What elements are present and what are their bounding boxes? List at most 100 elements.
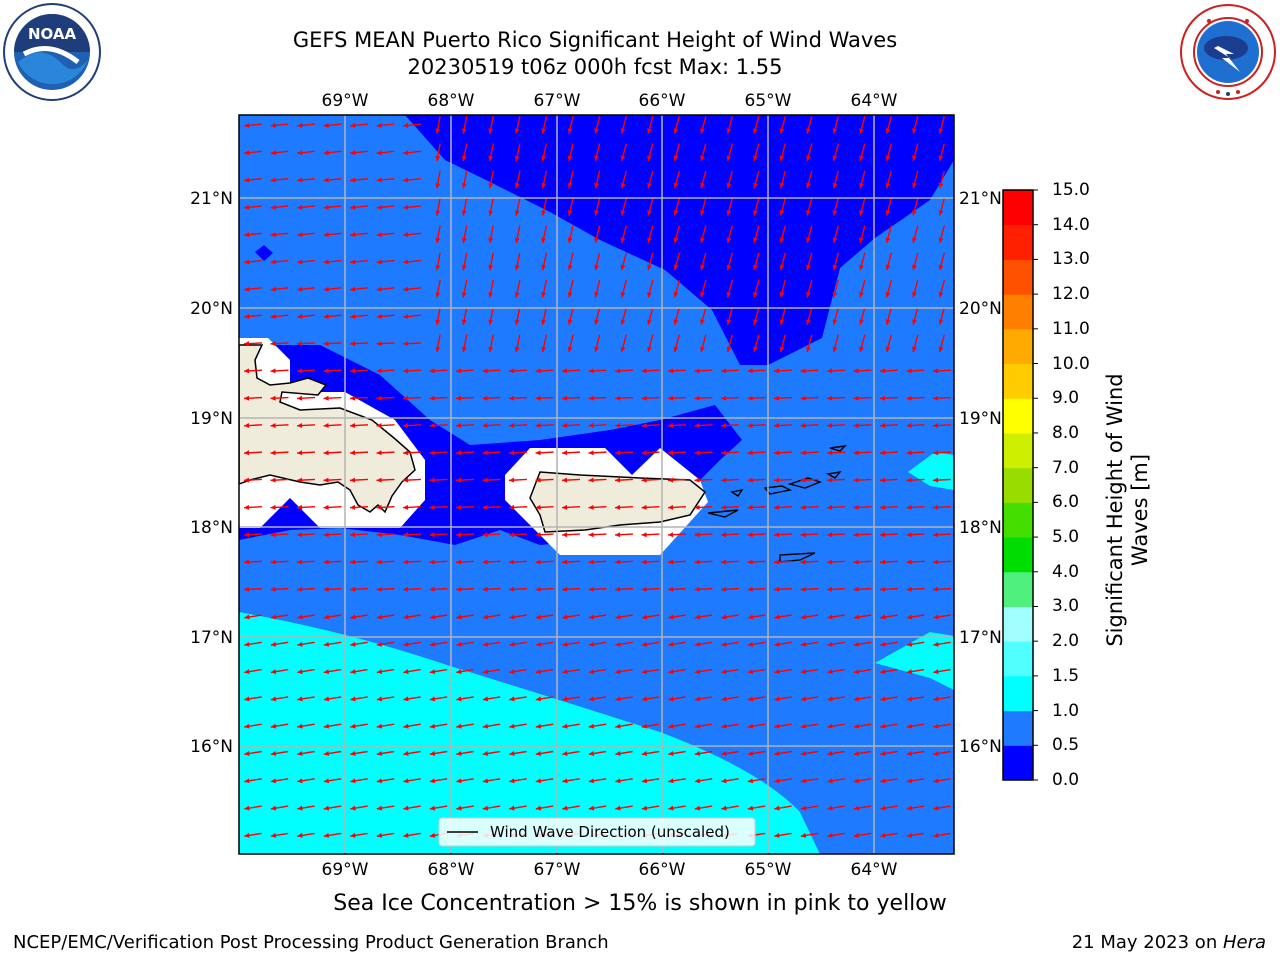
wind-wave-arrowhead xyxy=(350,450,356,456)
wind-wave-arrowhead xyxy=(244,341,250,347)
wind-wave-arrowhead xyxy=(641,778,648,784)
wind-wave-arrowhead xyxy=(514,155,520,162)
wind-wave-arrowhead xyxy=(774,778,780,784)
wind-wave-arrowhead xyxy=(541,292,547,298)
wind-wave-arrowhead xyxy=(827,641,833,647)
wind-wave-arrowhead xyxy=(350,586,356,592)
wind-wave-arrowhead xyxy=(933,586,939,592)
wind-wave-arrowhead xyxy=(482,450,488,456)
wind-wave-arrowhead xyxy=(403,232,409,238)
wind-wave-arrowhead xyxy=(594,237,599,243)
wind-wave-arrowhead xyxy=(615,778,621,784)
wind-wave-arrowhead xyxy=(535,395,541,401)
wind-wave-arrowhead xyxy=(244,832,250,838)
wind-wave-arrowhead xyxy=(641,477,647,483)
wind-wave-arrowhead xyxy=(594,346,599,353)
wind-wave-arrowhead xyxy=(323,259,329,265)
wind-wave-arrowhead xyxy=(747,751,754,756)
wind-wave-arrowhead xyxy=(403,286,409,292)
wind-wave-arrowhead xyxy=(297,477,303,483)
wind-wave-arrowhead xyxy=(244,259,250,265)
chart-title: GEFS MEAN Puerto Rico Significant Height… xyxy=(292,28,898,52)
wind-wave-arrowhead xyxy=(588,669,595,675)
noaa-logo: NOAA xyxy=(3,3,101,101)
wind-wave-arrowhead xyxy=(906,477,912,483)
wind-wave-arrowhead xyxy=(673,319,679,325)
wind-wave-arrowhead xyxy=(350,286,356,292)
wind-wave-arrowhead xyxy=(535,586,541,592)
wind-wave-arrowhead xyxy=(933,477,939,483)
wind-wave-arrowhead xyxy=(541,210,547,216)
wind-wave-arrowhead xyxy=(906,751,913,756)
wind-wave-arrowhead xyxy=(323,450,329,456)
wind-wave-arrowhead xyxy=(938,319,944,325)
wind-wave-arrowhead xyxy=(323,477,329,483)
wind-wave-arrowhead xyxy=(774,423,780,429)
wind-wave-arrowhead xyxy=(615,423,621,429)
wind-wave-arrowhead xyxy=(403,723,409,729)
wind-wave-arrowhead xyxy=(270,286,276,292)
wind-wave-arrowhead xyxy=(938,182,944,189)
wind-wave-arrowhead xyxy=(270,177,276,183)
wind-wave-arrowhead xyxy=(906,723,913,729)
wind-wave-arrowhead xyxy=(562,723,568,729)
wind-wave-arrowhead xyxy=(641,641,648,647)
wind-wave-arrowhead xyxy=(456,450,462,456)
colorbar-segment xyxy=(1003,710,1033,746)
wind-wave-arrowhead xyxy=(800,504,806,510)
wind-wave-arrowhead xyxy=(721,778,727,784)
wind-wave-arrowhead xyxy=(779,319,785,325)
wind-wave-arrowhead xyxy=(270,259,276,265)
wind-wave-arrowhead xyxy=(774,395,780,401)
wind-wave-arrowhead xyxy=(880,696,886,702)
wind-wave-arrowhead xyxy=(297,559,303,565)
wind-wave-arrowhead xyxy=(509,395,515,401)
wind-wave-arrowhead xyxy=(350,751,356,756)
wind-wave-arrowhead xyxy=(323,204,329,210)
wind-wave-arrowhead xyxy=(774,723,780,729)
wind-wave-arrowhead xyxy=(435,319,441,325)
wind-wave-arrowhead xyxy=(429,669,436,675)
wind-wave-arrowhead xyxy=(244,696,250,702)
wind-wave-arrowhead xyxy=(747,395,753,401)
wind-wave-arrowhead xyxy=(514,210,520,216)
wind-wave-arrowhead xyxy=(297,778,303,784)
lat-tick-left: 18°N xyxy=(190,518,233,538)
wind-wave-arrowhead xyxy=(509,368,515,374)
wind-wave-arrowhead xyxy=(270,669,277,675)
map-legend: Wind Wave Direction (unscaled) xyxy=(438,817,756,847)
wind-wave-arrowhead xyxy=(297,423,303,429)
wind-wave-arrowhead xyxy=(673,182,679,189)
wind-wave-arrowhead xyxy=(721,669,727,675)
wind-wave-arrowhead xyxy=(244,751,250,756)
wind-wave-arrowhead xyxy=(933,559,939,565)
wind-wave-arrowhead xyxy=(244,150,250,156)
wind-wave-arrowhead xyxy=(620,155,626,161)
wind-wave-arrowhead xyxy=(647,237,652,243)
wind-wave-arrowhead xyxy=(933,832,939,838)
wind-wave-arrowhead xyxy=(535,423,541,429)
wind-wave-arrowhead xyxy=(509,641,515,647)
wind-wave-arrowhead xyxy=(376,641,383,647)
wind-wave-arrowhead xyxy=(853,450,859,456)
wind-wave-arrowhead xyxy=(779,182,785,189)
wind-wave-arrowhead xyxy=(429,423,435,429)
wind-wave-arrowhead xyxy=(700,264,705,271)
wind-wave-arrowhead xyxy=(832,264,838,271)
wind-wave-arrowhead xyxy=(482,559,488,565)
wind-wave-arrowhead xyxy=(933,423,939,429)
wind-wave-arrowhead xyxy=(567,292,573,298)
wind-wave-arrowhead xyxy=(753,292,758,298)
wind-wave-arrowhead xyxy=(620,210,626,216)
wind-wave-arrowhead xyxy=(567,210,573,216)
wind-wave-arrowhead xyxy=(270,723,277,729)
wind-wave-arrowhead xyxy=(488,183,494,189)
wind-wave-arrowhead xyxy=(853,504,859,510)
wind-wave-arrowhead xyxy=(912,264,917,271)
wind-wave-arrowhead xyxy=(827,586,833,592)
wind-wave-arrowhead xyxy=(488,319,494,325)
wind-wave-arrowhead xyxy=(588,477,594,483)
lon-tick-bottom: 65°W xyxy=(745,860,792,880)
wind-wave-arrowhead xyxy=(694,477,700,483)
wind-wave-arrowhead xyxy=(700,128,705,134)
